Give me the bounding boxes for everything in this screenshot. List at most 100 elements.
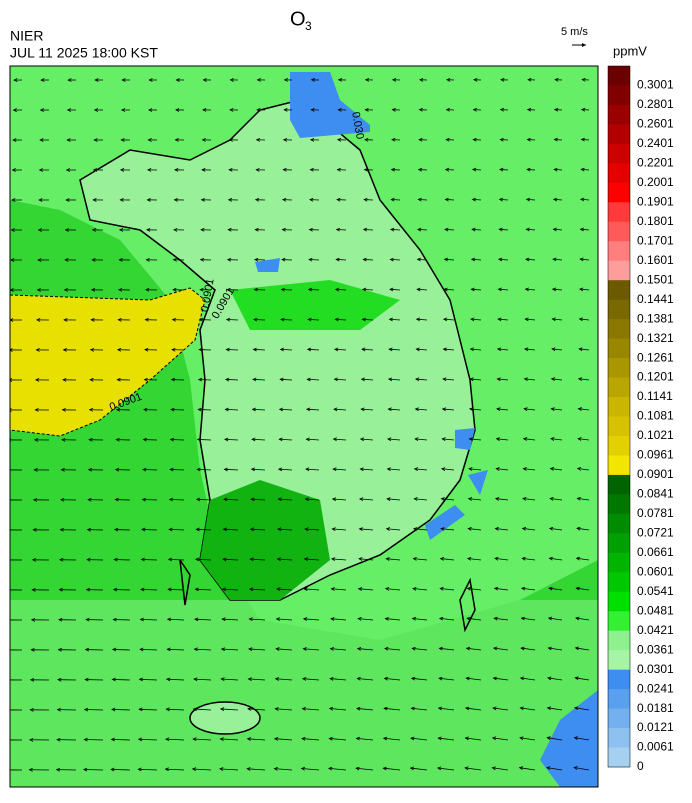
colorbar-swatch	[608, 728, 630, 748]
agency: NIER	[10, 28, 43, 44]
colorbar-swatch	[608, 183, 630, 203]
wind-arrow	[171, 439, 184, 440]
colorbar-label: 0.0061	[637, 740, 674, 754]
colorbar-label: 0.0481	[637, 603, 674, 617]
colorbar-swatch	[608, 514, 630, 534]
colorbar-label: 0.0361	[637, 642, 674, 656]
wind-arrow	[142, 559, 157, 560]
title-subscript: 3	[305, 19, 312, 33]
wind-arrow	[112, 679, 130, 680]
wind-arrowhead	[6, 558, 9, 561]
sea-south	[10, 600, 598, 790]
colorbar-label: 0.0961	[637, 448, 674, 462]
colorbar-swatch	[608, 611, 630, 631]
colorbar-label: 0	[637, 759, 644, 773]
colorbar-swatch	[608, 436, 630, 456]
colorbar-label: 0.2001	[637, 175, 674, 189]
colorbar-swatch	[608, 533, 630, 553]
colorbar-swatch	[608, 124, 630, 144]
colorbar-swatch	[608, 689, 630, 709]
colorbar-swatch	[608, 202, 630, 222]
colorbar-swatch	[608, 572, 630, 592]
colorbar-swatch	[608, 241, 630, 261]
colorbar-label: 0.2801	[637, 97, 674, 111]
colorbar-label: 0.1381	[637, 311, 674, 325]
colorbar-swatch	[608, 592, 630, 612]
wind-arrow	[254, 319, 265, 320]
colorbar-label: 0.1321	[637, 331, 674, 345]
colorbar-label: 0.1201	[637, 370, 674, 384]
colorbar-label: 0.0541	[637, 584, 674, 598]
jeju-island	[190, 702, 260, 734]
colorbar-label: 0.1501	[637, 272, 674, 286]
wind-arrowhead	[7, 498, 10, 501]
title: O	[290, 8, 306, 30]
colorbar-label: 0.1801	[637, 214, 674, 228]
colorbar-swatch	[608, 280, 630, 300]
colorbar-swatch	[608, 339, 630, 359]
colorbar-label: 0.0721	[637, 526, 674, 540]
colorbar-label: 0.1601	[637, 253, 674, 267]
colorbar-swatch	[608, 494, 630, 514]
colorbar-swatch	[608, 378, 630, 398]
colorbar-label: 0.0241	[637, 681, 674, 695]
colorbar-swatch	[608, 417, 630, 437]
wind-arrow	[198, 409, 211, 410]
colorbar-swatch	[608, 455, 630, 475]
colorbar-swatch	[608, 475, 630, 495]
colorbar-swatch	[608, 163, 630, 183]
colorbar-swatch	[608, 144, 630, 164]
colorbar-swatch	[608, 670, 630, 690]
wind-arrowhead	[5, 618, 8, 621]
wind-arrow	[226, 349, 238, 350]
colorbar-label: 0.1021	[637, 428, 674, 442]
wind-arrowhead	[4, 678, 7, 681]
colorbar-label: 0.3001	[637, 78, 674, 92]
colorbar-swatch	[608, 66, 630, 86]
colorbar-swatch	[608, 709, 630, 729]
colorbar-swatch	[608, 319, 630, 339]
wind-arrow	[142, 529, 157, 530]
colorbar-swatch	[608, 748, 630, 768]
wind-arrowhead	[3, 738, 6, 741]
wind-arrow	[199, 379, 211, 380]
wind-scale-arrowhead	[582, 43, 586, 47]
colorbar-swatch	[608, 300, 630, 320]
colorbar-label: 0.2201	[637, 156, 674, 170]
wind-arrow	[142, 499, 157, 500]
colorbar-label: 0.0181	[637, 701, 674, 715]
colorbar-swatch	[608, 261, 630, 281]
colorbar-swatch	[608, 85, 630, 105]
wind-arrowhead	[2, 768, 5, 771]
colorbar-swatch	[608, 631, 630, 651]
colorbar-label: 0.0661	[637, 545, 674, 559]
colorbar-label: 0.0301	[637, 662, 674, 676]
wind-arrow	[113, 619, 130, 620]
colorbar-swatch	[608, 105, 630, 125]
colorbar-label: 0.0421	[637, 623, 674, 637]
colorbar-label: 0.1141	[637, 389, 673, 403]
colorbar-label: 0.2601	[637, 117, 674, 131]
colorbar-label: 0.0841	[637, 487, 674, 501]
colorbar-swatch	[608, 553, 630, 573]
colorbar-swatch	[608, 397, 630, 417]
colorbar-label: 0.1441	[637, 292, 674, 306]
colorbar-label: 0.0121	[637, 720, 674, 734]
colorbar-label: 0.1701	[637, 233, 674, 247]
wind-arrow	[226, 379, 238, 380]
wind-arrow	[113, 649, 130, 650]
wind-arrow	[170, 469, 184, 470]
colorbar-label: 0.1081	[637, 409, 674, 423]
colorbar-label: 0.0601	[637, 564, 674, 578]
colorbar-unit: ppmV	[613, 43, 647, 58]
wind-arrow	[254, 349, 265, 350]
map: 0.0901 0.0901 0.0901 0.030	[2, 66, 598, 790]
wind-arrowhead	[5, 588, 8, 591]
colorbar-swatch	[608, 222, 630, 242]
colorbar-label: 0.0901	[637, 467, 674, 481]
colorbar-label: 0.2401	[637, 136, 674, 150]
timestamp: JUL 11 2025 18:00 KST	[10, 45, 158, 61]
wind-arrowhead	[6, 528, 9, 531]
colorbar-label: 0.1261	[637, 350, 674, 364]
